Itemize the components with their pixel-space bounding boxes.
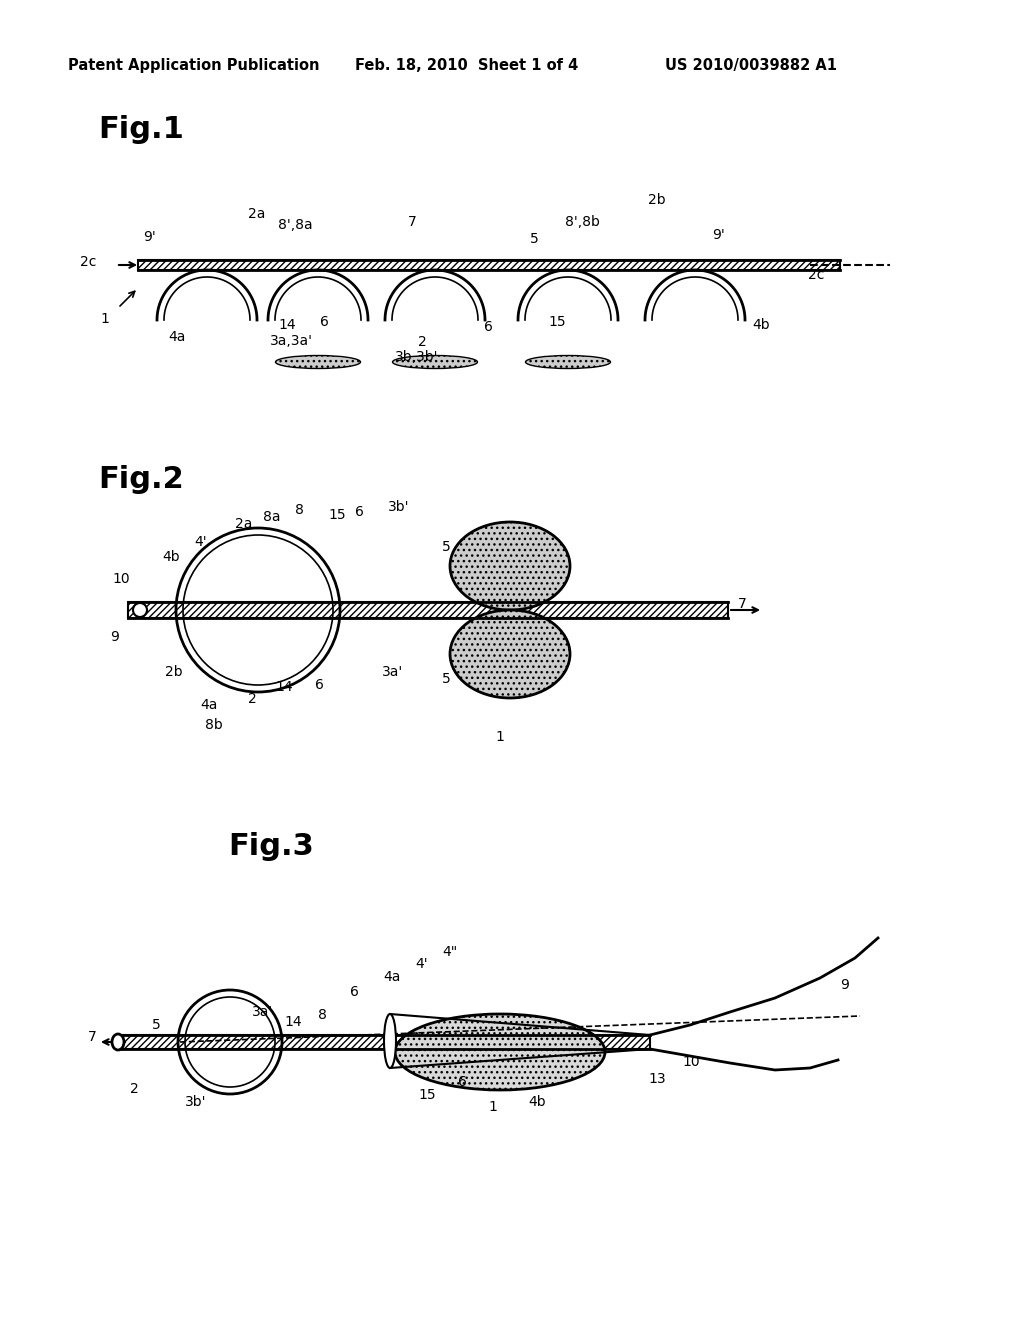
Ellipse shape [392, 355, 477, 368]
Text: 1: 1 [495, 730, 504, 744]
Text: 9': 9' [143, 230, 156, 244]
Text: 5: 5 [152, 1018, 161, 1032]
Text: 2c: 2c [808, 268, 824, 282]
Text: 5: 5 [442, 540, 451, 554]
Text: 4a: 4a [383, 970, 400, 983]
Text: 7: 7 [408, 215, 417, 228]
Ellipse shape [275, 355, 360, 368]
Text: 2: 2 [130, 1082, 138, 1096]
Text: 14: 14 [278, 318, 296, 333]
Text: 15: 15 [328, 508, 346, 521]
Text: 4a: 4a [168, 330, 185, 345]
Bar [138, 260, 840, 271]
Text: 15: 15 [418, 1088, 435, 1102]
Text: 8: 8 [318, 1008, 327, 1022]
Text: 10: 10 [112, 572, 130, 586]
Text: 1: 1 [100, 312, 109, 326]
Text: 2: 2 [418, 335, 427, 348]
Ellipse shape [450, 610, 570, 698]
Text: 5: 5 [530, 232, 539, 246]
Text: 8b: 8b [205, 718, 223, 733]
Text: Fig.1: Fig.1 [98, 115, 184, 144]
Text: 6: 6 [350, 985, 358, 999]
Text: 2a: 2a [248, 207, 265, 220]
Text: 9: 9 [840, 978, 849, 993]
Text: US 2010/0039882 A1: US 2010/0039882 A1 [665, 58, 837, 73]
Text: 14: 14 [284, 1015, 302, 1030]
Text: 7: 7 [88, 1030, 96, 1044]
Text: 4b: 4b [528, 1096, 546, 1109]
Text: 2a: 2a [234, 517, 252, 531]
Text: 6: 6 [458, 1074, 467, 1089]
Bar [128, 602, 728, 618]
Text: 5: 5 [442, 672, 451, 686]
Text: Patent Application Publication: Patent Application Publication [68, 58, 319, 73]
Text: 3a': 3a' [252, 1005, 273, 1019]
Text: 2b: 2b [165, 665, 182, 678]
Text: 9': 9' [712, 228, 725, 242]
Text: 4': 4' [194, 535, 207, 549]
Circle shape [133, 603, 147, 616]
Text: 4a: 4a [200, 698, 217, 711]
Text: Fig.2: Fig.2 [98, 465, 183, 494]
Ellipse shape [395, 1014, 605, 1090]
Text: 3b,3b': 3b,3b' [395, 350, 438, 364]
Text: 2: 2 [248, 692, 257, 706]
Ellipse shape [525, 355, 610, 368]
Text: 4': 4' [415, 957, 428, 972]
Text: 4": 4" [442, 945, 458, 960]
Text: Feb. 18, 2010  Sheet 1 of 4: Feb. 18, 2010 Sheet 1 of 4 [355, 58, 579, 73]
Text: 3a': 3a' [382, 665, 403, 678]
Text: 4b: 4b [162, 550, 179, 564]
Text: 1: 1 [488, 1100, 497, 1114]
Text: 2b: 2b [648, 193, 666, 207]
Text: 13: 13 [648, 1072, 666, 1086]
Text: 6: 6 [319, 315, 329, 329]
Text: 8',8b: 8',8b [565, 215, 600, 228]
Bar [118, 1035, 650, 1049]
Text: 3b': 3b' [388, 500, 410, 513]
Text: 7: 7 [738, 597, 746, 611]
Ellipse shape [384, 1014, 396, 1068]
Text: 8a: 8a [263, 510, 281, 524]
Text: 3a,3a': 3a,3a' [270, 334, 313, 348]
Text: 8: 8 [295, 503, 304, 517]
Text: 10: 10 [682, 1055, 699, 1069]
Text: 6: 6 [484, 319, 493, 334]
Text: 9: 9 [110, 630, 119, 644]
Text: 3b': 3b' [185, 1096, 207, 1109]
Text: 6: 6 [315, 678, 324, 692]
Text: 4b: 4b [752, 318, 770, 333]
Text: 8',8a: 8',8a [278, 218, 312, 232]
Text: 6: 6 [355, 506, 364, 519]
Text: 2c: 2c [80, 255, 96, 269]
Ellipse shape [112, 1034, 124, 1049]
Text: 14: 14 [275, 680, 293, 694]
Text: Fig.3: Fig.3 [228, 832, 313, 861]
Ellipse shape [450, 521, 570, 610]
Text: 15: 15 [548, 315, 565, 329]
